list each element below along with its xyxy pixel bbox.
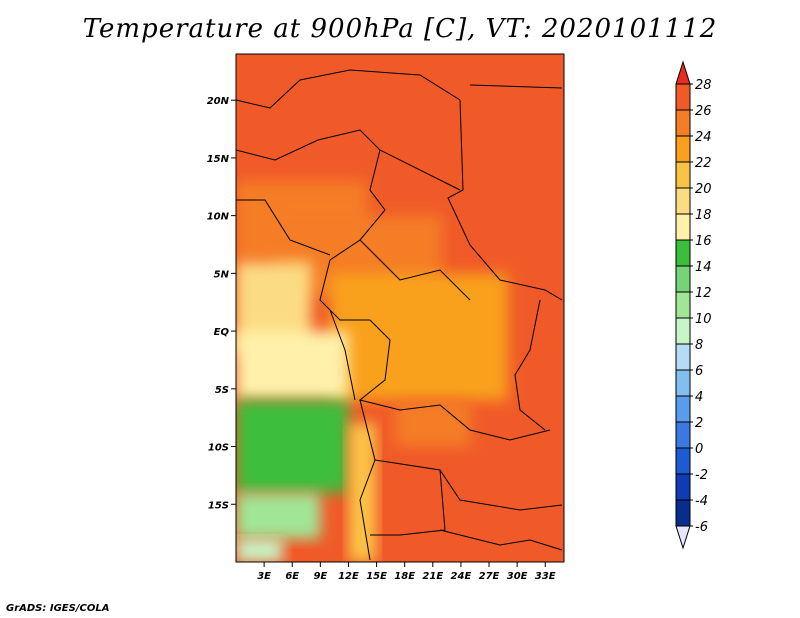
x-tick-label: 18E bbox=[394, 571, 415, 582]
y-tick-label: 10N bbox=[207, 212, 230, 223]
colorbar-swatch bbox=[675, 109, 691, 137]
colorbar-swatch bbox=[675, 343, 691, 371]
colorbar-swatch bbox=[675, 161, 691, 189]
grads-credit: GrADS: IGES/COLA bbox=[6, 603, 110, 614]
colorbar-label: 14 bbox=[695, 260, 712, 275]
colorbar-swatch bbox=[675, 83, 691, 111]
x-tick-label: 3E bbox=[257, 571, 271, 582]
y-tick-label: 20N bbox=[207, 96, 230, 107]
colorbar-swatch bbox=[675, 499, 691, 527]
x-tick-label: 24E bbox=[451, 571, 472, 582]
colorbar-label: 26 bbox=[695, 104, 712, 119]
colorbar-swatch bbox=[675, 239, 691, 267]
colorbar-swatch bbox=[675, 291, 691, 319]
colorbar-label: 6 bbox=[695, 364, 703, 379]
colorbar-upper-arrow bbox=[675, 60, 691, 85]
colorbar-label: 20 bbox=[695, 182, 712, 197]
y-tick-label: 15S bbox=[208, 500, 229, 511]
x-tick-label: 27E bbox=[479, 571, 500, 582]
country-borders bbox=[236, 69, 563, 561]
colorbar-swatch bbox=[675, 265, 691, 293]
colorbar-label: 8 bbox=[695, 338, 703, 353]
colorbar-label: 16 bbox=[695, 234, 712, 249]
colorbar-label: 2 bbox=[695, 416, 703, 431]
y-tick-label: 10S bbox=[208, 443, 229, 454]
colorbar-label: -4 bbox=[695, 494, 708, 509]
colorbar-label: 4 bbox=[695, 390, 703, 405]
y-tick-label: 15N bbox=[207, 154, 230, 165]
y-tick-label: 5N bbox=[214, 269, 230, 280]
colorbar-swatch bbox=[675, 473, 691, 501]
x-tick-label: 9E bbox=[313, 571, 327, 582]
x-tick-label: 21E bbox=[422, 571, 443, 582]
plot-frame bbox=[235, 53, 565, 563]
map-title: Temperature at 900hPa [C], VT: 202010111… bbox=[82, 14, 718, 44]
colorbar-label: 24 bbox=[695, 130, 712, 145]
colorbar-label: -6 bbox=[695, 520, 708, 535]
axes: 20N 15N 10N 5N EQ 5S 10S 15S 3E 6E 9E 12E 15E 18E 21E 2… bbox=[207, 96, 556, 582]
colorbar-label: 22 bbox=[695, 156, 712, 171]
colorbar-swatch bbox=[675, 421, 691, 449]
colorbar-label: 0 bbox=[695, 442, 703, 457]
x-tick-label: 33E bbox=[535, 571, 556, 582]
colorbar-swatch bbox=[675, 135, 691, 163]
colorbar-lower-arrow bbox=[675, 525, 691, 550]
x-tick-label: 15E bbox=[366, 571, 387, 582]
temperature-region bbox=[236, 331, 349, 401]
colorbar-swatch bbox=[675, 213, 691, 241]
colorbar-swatch bbox=[675, 447, 691, 475]
colorbar-label: 18 bbox=[695, 208, 712, 223]
colorbar-swatch bbox=[675, 317, 691, 345]
temperature-region bbox=[395, 400, 471, 447]
colorbar-label: 10 bbox=[695, 312, 712, 327]
y-tick-label: EQ bbox=[214, 327, 230, 338]
temperature-region bbox=[236, 400, 349, 493]
x-tick-label: 30E bbox=[507, 571, 528, 582]
temperature-region bbox=[236, 492, 321, 539]
colorbar-swatch bbox=[675, 187, 691, 215]
y-tick-label: 5S bbox=[215, 385, 229, 396]
colorbar-swatch bbox=[675, 395, 691, 423]
temperature-field bbox=[236, 54, 564, 562]
temperature-region bbox=[329, 273, 508, 401]
x-tick-label: 6E bbox=[285, 571, 299, 582]
temperature-region bbox=[236, 538, 283, 562]
colorbar-swatch bbox=[675, 369, 691, 397]
colorbar-label: 12 bbox=[695, 286, 712, 301]
x-tick-label: 12E bbox=[338, 571, 359, 582]
colorbar-label: -2 bbox=[695, 468, 708, 483]
colorbar-label: 28 bbox=[695, 78, 712, 93]
